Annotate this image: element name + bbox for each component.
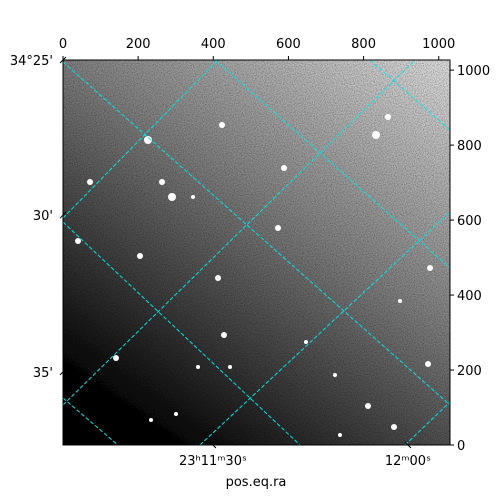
x-tick-label: 600 <box>276 37 301 52</box>
x-tick-label: 400 <box>201 37 226 52</box>
x-tick-label: 800 <box>351 37 376 52</box>
bottom-tick-label: 23ʰ11ᵐ30ˢ <box>179 454 247 469</box>
left-tick <box>59 368 67 376</box>
left-tick-label: 35' <box>33 366 53 381</box>
y-tick-label: 600 <box>457 214 482 229</box>
x-tick-label: 200 <box>126 37 151 52</box>
y-tick-label: 400 <box>457 289 482 304</box>
y-tick-label: 800 <box>457 139 482 154</box>
x-axis-label: pos.eq.ra <box>226 475 287 490</box>
left-tick <box>59 211 67 219</box>
left-tick-label: 30' <box>33 209 53 224</box>
bottom-tick-label: 12ᵐ00ˢ <box>385 454 431 469</box>
y-tick-label: 200 <box>457 364 482 379</box>
left-tick-label: 34°25' <box>10 54 53 69</box>
bottom-tick <box>209 441 217 449</box>
x-tick-label: 1000 <box>422 37 455 52</box>
plot-frame <box>62 59 451 446</box>
y-tick-label: 1000 <box>457 64 490 79</box>
y-tick-label: 0 <box>457 439 465 454</box>
left-tick <box>59 56 67 64</box>
sky-image <box>63 60 450 445</box>
bottom-tick <box>404 441 412 449</box>
x-tick-label: 0 <box>59 37 67 52</box>
coordinate-grid <box>63 60 450 445</box>
